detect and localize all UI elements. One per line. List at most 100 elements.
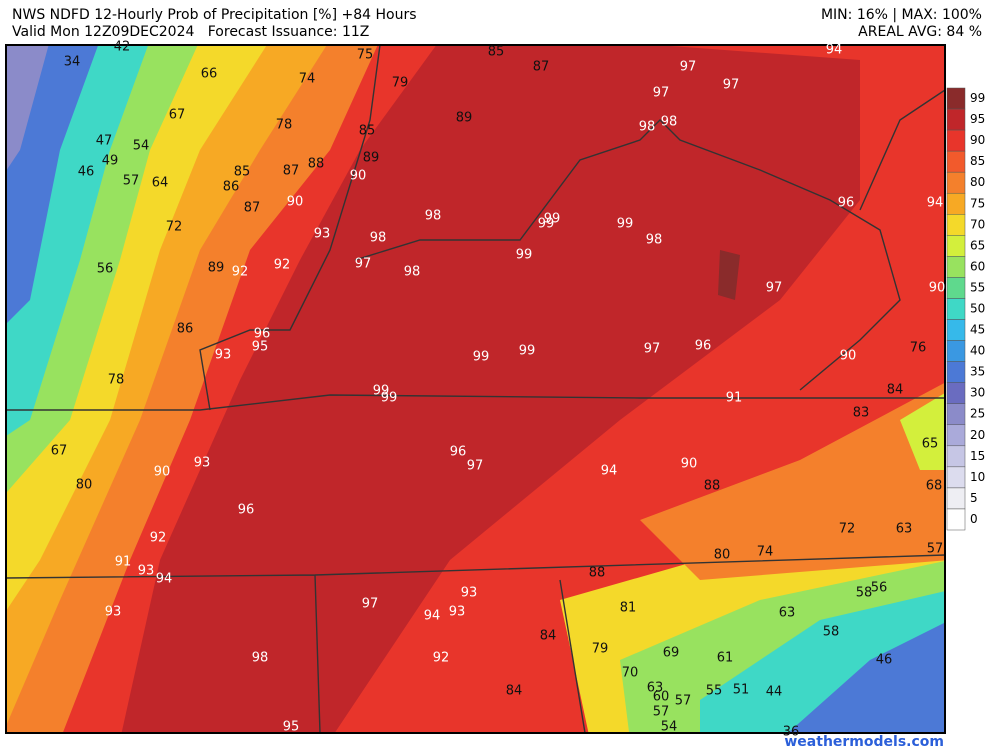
point-value: 61 xyxy=(717,651,734,666)
point-value: 79 xyxy=(392,76,409,91)
legend-label: 40 xyxy=(970,344,985,358)
point-value: 89 xyxy=(208,261,225,276)
legend-swatch xyxy=(946,340,966,362)
legend-label: 95 xyxy=(970,112,985,126)
point-value: 88 xyxy=(308,157,325,172)
point-value: 93 xyxy=(314,227,331,242)
point-value: 97 xyxy=(362,597,379,612)
point-value: 99 xyxy=(544,212,561,227)
point-value: 93 xyxy=(449,605,466,620)
point-value: 58 xyxy=(823,625,840,640)
legend-label: 55 xyxy=(970,280,985,294)
map-field xyxy=(6,45,945,733)
point-value: 97 xyxy=(723,78,740,93)
legend-label: 10 xyxy=(970,470,985,484)
point-value: 57 xyxy=(653,705,670,720)
point-value: 89 xyxy=(363,151,380,166)
legend-swatch xyxy=(946,382,966,404)
point-value: 65 xyxy=(922,437,939,452)
point-value: 88 xyxy=(704,479,721,494)
point-value: 72 xyxy=(166,220,183,235)
credit: weathermodels.com xyxy=(784,734,944,750)
point-value: 94 xyxy=(601,464,618,479)
point-value: 99 xyxy=(538,217,555,232)
point-value: 97 xyxy=(766,281,783,296)
legend-label: 25 xyxy=(970,407,985,421)
point-value: 99 xyxy=(617,217,634,232)
point-value: 93 xyxy=(194,456,211,471)
point-value: 96 xyxy=(450,445,467,460)
point-value: 56 xyxy=(97,262,114,277)
point-value: 84 xyxy=(887,383,904,398)
legend-swatch xyxy=(946,192,966,215)
legend-label: 70 xyxy=(970,217,985,231)
point-value: 90 xyxy=(350,169,367,184)
point-value: 90 xyxy=(929,281,946,296)
legend-swatch xyxy=(946,235,966,257)
point-value: 80 xyxy=(714,548,731,563)
point-value: 76 xyxy=(910,341,927,356)
point-value: 90 xyxy=(154,465,171,480)
point-value: 91 xyxy=(726,391,743,406)
point-value: 57 xyxy=(927,542,944,557)
legend-label: 75 xyxy=(970,196,985,210)
point-value: 98 xyxy=(252,651,269,666)
point-value: 57 xyxy=(675,694,692,709)
point-value: 63 xyxy=(896,522,913,537)
point-value: 92 xyxy=(274,258,291,273)
legend-swatch xyxy=(946,487,966,510)
point-value: 68 xyxy=(926,479,943,494)
point-value: 75 xyxy=(357,48,374,63)
point-value: 99 xyxy=(373,384,390,399)
legend-swatch xyxy=(946,319,966,341)
boundaries xyxy=(5,44,946,734)
legend-label: 5 xyxy=(970,491,978,505)
legend-swatch xyxy=(946,277,966,299)
point-value: 74 xyxy=(299,72,316,87)
point-value: 80 xyxy=(76,478,93,493)
point-value: 46 xyxy=(78,165,95,180)
point-value: 96 xyxy=(254,327,271,342)
point-value: 90 xyxy=(681,457,698,472)
point-value: 90 xyxy=(287,195,304,210)
legend-swatch xyxy=(946,108,966,131)
point-value: 99 xyxy=(473,350,490,365)
point-value: 57 xyxy=(123,174,140,189)
point-value: 51 xyxy=(733,683,750,698)
point-value: 86 xyxy=(223,180,240,195)
legend-label: 60 xyxy=(970,259,985,273)
point-value: 54 xyxy=(661,720,678,735)
point-value: 97 xyxy=(644,342,661,357)
areal-average: AREAL AVG: 84 % xyxy=(858,24,982,40)
legend-label: 99 xyxy=(970,91,985,105)
point-value: 98 xyxy=(661,115,678,130)
point-value: 95 xyxy=(252,340,269,355)
legend-label: 35 xyxy=(970,365,985,379)
legend-swatch xyxy=(946,256,966,278)
legend-swatch xyxy=(946,508,966,531)
legend-swatch xyxy=(946,361,966,383)
point-value: 97 xyxy=(355,257,372,272)
point-value: 58 xyxy=(856,586,873,601)
legend-label: 30 xyxy=(970,386,985,400)
min-max: MIN: 16% | MAX: 100% xyxy=(821,7,982,23)
point-value: 93 xyxy=(461,586,478,601)
point-value: 98 xyxy=(425,209,442,224)
point-value: 78 xyxy=(108,373,125,388)
point-value: 99 xyxy=(516,248,533,263)
point-value: 99 xyxy=(519,344,536,359)
point-value: 34 xyxy=(64,55,81,70)
legend-label: 90 xyxy=(970,133,985,147)
point-value: 78 xyxy=(276,118,293,133)
point-value: 94 xyxy=(927,196,944,211)
point-value: 42 xyxy=(114,40,131,55)
point-value: 97 xyxy=(467,459,484,474)
point-value: 91 xyxy=(115,555,132,570)
point-value: 47 xyxy=(96,134,113,149)
point-value: 89 xyxy=(456,111,473,126)
point-value: 95 xyxy=(283,720,300,735)
legend-label: 50 xyxy=(970,302,985,316)
